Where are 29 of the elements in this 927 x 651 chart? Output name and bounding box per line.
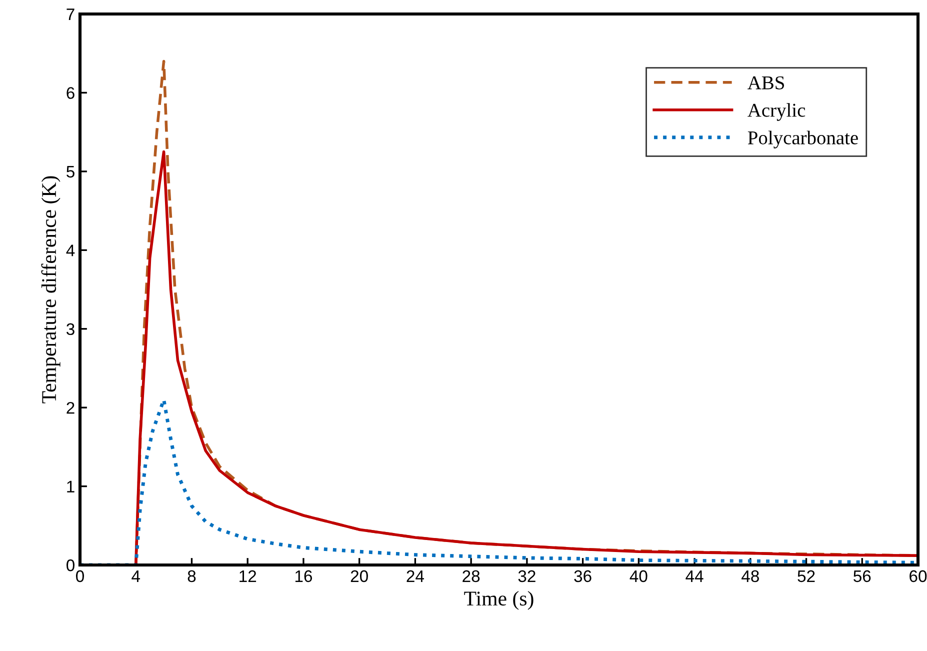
x-tick-label: 28 [462,570,480,582]
y-tick-label: 4 [66,244,75,256]
x-tick-label: 0 [76,570,84,582]
y-tick-label: 6 [66,87,74,99]
legend-label: Acrylic [748,103,806,121]
x-tick-label: 12 [240,570,256,582]
x-tick-label: 4 [132,570,140,582]
x-tick-label: 32 [518,570,536,582]
x-tick-label: 48 [742,570,759,582]
x-tick-label: 8 [188,570,196,582]
y-axis-title: Temperature difference (K) [41,176,60,404]
y-tick-label: 1 [67,480,74,492]
y-tick-label: 5 [66,166,74,178]
x-tick-label: 44 [686,570,704,582]
x-tick-label: 16 [295,570,312,582]
legend-label: Polycarbonate [748,130,858,148]
x-tick-label: 36 [574,570,592,582]
y-tick-label: 3 [66,323,74,336]
x-tick-label: 20 [350,570,368,582]
x-tick-label: 40 [630,570,648,582]
y-tick-label: 2 [66,402,74,414]
x-tick-label: 24 [406,570,424,582]
x-tick-label: 56 [854,570,871,582]
x-tick-label: 52 [798,570,815,582]
x-axis-title: Time (s) [464,590,534,610]
y-tick-label: 7 [66,8,74,20]
y-tick-label: 0 [66,559,74,572]
x-tick-label: 60 [910,570,927,582]
legend-label: ABS [748,76,784,90]
